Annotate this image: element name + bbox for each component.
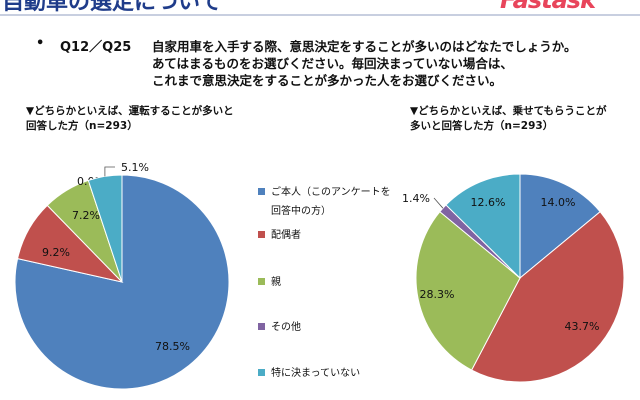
pie1-leader-undecided [104,166,115,177]
pie2-leader-other [433,197,444,209]
pie2-slice-undecided [445,173,521,280]
chart-2-title: ▼どちらかといえば、乗せてもらうことが 多いと回答した方（n=293） [410,104,607,134]
question-line-3: これまで意思決定をすることが多かった人をお選びください。 [152,73,503,88]
pie2-slice-self [519,173,601,280]
chart-1-title: ▼どちらかといえば、運転することが多いと 回答した方（n=293） [26,104,234,134]
pie1-label-self: 78.5% [155,340,190,353]
header-bar: 自動車の選定について Fastask [0,0,640,16]
chart-1-title-line-2: 回答した方（n=293） [26,120,138,132]
legend-swatch-spouse [258,231,265,238]
pie1-label-spouse: 9.2% [42,246,70,259]
header-divider [0,14,640,16]
question-line-2: あてはまるものをお選びください。毎回決まっていない場合は、 [152,56,513,71]
legend-label-parent: 親 [271,277,281,288]
pie2-slice-spouse [470,211,625,383]
question-line-1: 自家用車を入手する際、意思決定をすることが多いのはどなたでしょうか。 [152,39,577,54]
legend-swatch-self [258,188,265,195]
chart-2-title-line-1: ▼どちらかといえば、乗せてもらうことが [410,105,607,117]
pie1-label-parent: 7.2% [72,209,100,222]
pie-chart-driver: 78.5%9.2%7.2%0.0%5.1% [14,161,230,390]
page-title: 自動車の選定について [2,0,222,15]
legend-label-self-line-1: ご本人（このアンケートを [271,187,391,198]
legend-swatch-undecided [258,369,265,376]
question-number: Q12／Q25 [60,40,132,55]
legend-swatch-parent [258,278,265,285]
brand-logo: Fastask [500,0,596,14]
chart-2-title-line-2: 多いと回答した方（n=293） [410,120,554,132]
pie2-label-parent: 28.3% [420,288,455,301]
legend-label-undecided: 特に決まっていない [271,368,361,379]
pie1-label-undecided: 5.1% [121,161,149,174]
pie-chart-passenger: 14.0% 43.7% 28.3% 1.4% 12.6% [402,173,625,383]
legend-label-other: その他 [271,322,301,333]
question-bullet: • [36,36,45,51]
legend-label-spouse: 配偶者 [271,230,301,241]
pie2-label-self: 14.0% [541,196,576,209]
pie2-label-undecided: 12.6% [471,196,506,209]
chart-1-title-line-1: ▼どちらかといえば、運転することが多いと [26,105,234,117]
pie2-label-other: 1.4% [402,192,430,205]
pie2-label-spouse: 43.7% [565,320,600,333]
legend-label-self-line-2: 回答中の方） [271,206,331,217]
legend-swatch-other [258,323,265,330]
pie2-slice-parent [415,211,521,371]
